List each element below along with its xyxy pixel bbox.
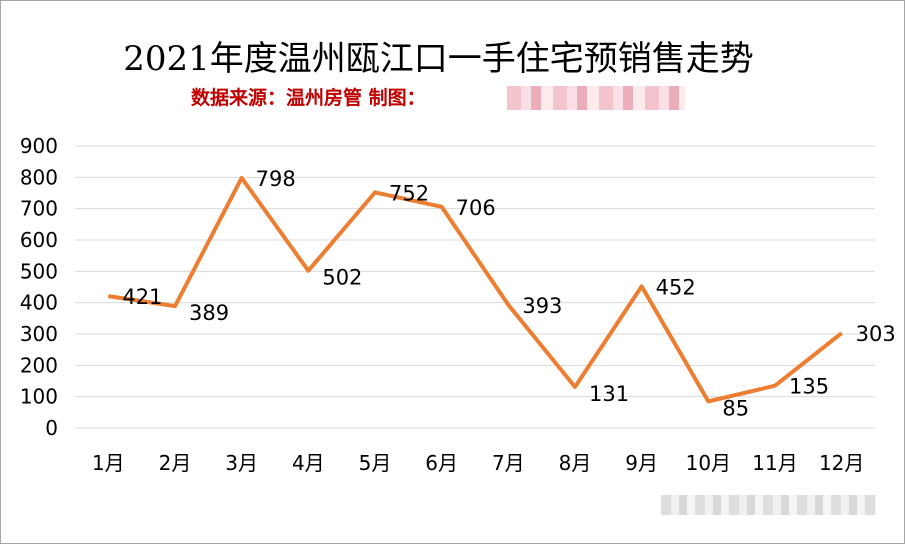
y-tick-label: 900 xyxy=(20,134,58,158)
data-label: 452 xyxy=(656,275,696,299)
y-tick-label: 100 xyxy=(20,385,58,409)
watermark xyxy=(661,495,876,515)
x-tick-label: 8月 xyxy=(559,451,592,475)
y-tick-label: 800 xyxy=(20,165,58,189)
x-tick-label: 9月 xyxy=(625,451,658,475)
chart-title: 2021年度温州瓯江口一手住宅预销售走势 xyxy=(123,39,754,79)
data-label: 303 xyxy=(856,322,896,346)
y-tick-label: 300 xyxy=(20,322,58,346)
x-tick-label: 7月 xyxy=(492,451,525,475)
y-tick-label: 0 xyxy=(45,416,58,440)
blurred-author xyxy=(507,86,685,110)
y-tick-label: 700 xyxy=(20,197,58,221)
x-tick-label: 11月 xyxy=(752,451,797,475)
data-label: 502 xyxy=(322,266,362,290)
x-tick-label: 12月 xyxy=(819,451,864,475)
x-tick-label: 3月 xyxy=(225,451,258,475)
x-tick-label: 4月 xyxy=(292,451,325,475)
data-label: 393 xyxy=(522,294,562,318)
x-tick-label: 2月 xyxy=(159,451,192,475)
data-label: 131 xyxy=(589,382,629,406)
x-tick-label: 6月 xyxy=(425,451,458,475)
y-tick-label: 400 xyxy=(20,291,58,315)
x-tick-label: 1月 xyxy=(92,451,125,475)
chart-subtitle: 数据来源：温州房管 制图： xyxy=(191,87,426,109)
data-label: 752 xyxy=(389,181,429,205)
data-label: 85 xyxy=(722,396,749,420)
y-tick-label: 600 xyxy=(20,228,58,252)
data-label: 421 xyxy=(122,285,162,309)
y-tick-label: 500 xyxy=(20,259,58,283)
y-tick-label: 200 xyxy=(20,353,58,377)
data-label: 706 xyxy=(456,196,496,220)
x-tick-label: 10月 xyxy=(686,451,731,475)
series-line xyxy=(108,175,843,404)
data-label: 389 xyxy=(189,301,229,325)
data-label: 135 xyxy=(789,375,829,399)
data-label: 798 xyxy=(256,167,296,191)
x-tick-label: 5月 xyxy=(359,451,392,475)
